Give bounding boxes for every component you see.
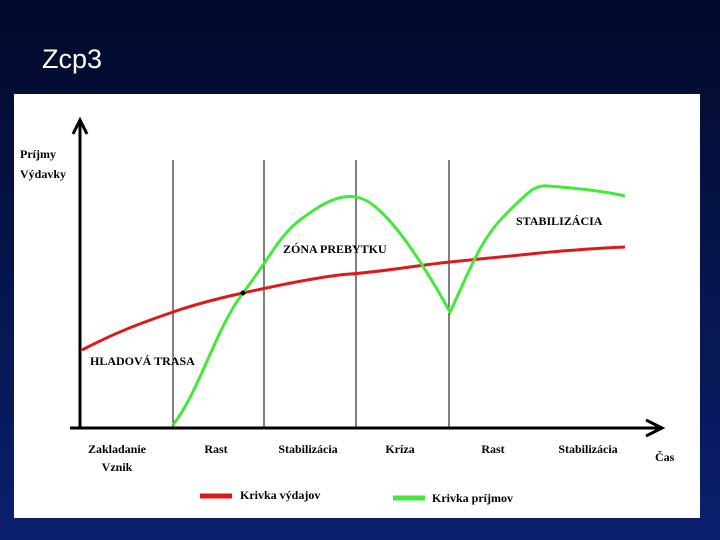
phase-label: Kríza	[385, 442, 414, 456]
phase-label: Stabilizácia	[278, 442, 337, 456]
axes	[70, 116, 666, 438]
y-axis-label: Výdavky	[20, 167, 66, 181]
phase-label: Vznik	[102, 460, 133, 474]
panel	[14, 94, 700, 518]
phase-label: Zakladanie	[88, 442, 147, 456]
phase-label: Rast	[481, 442, 504, 456]
phase-label: Rast	[204, 442, 227, 456]
legend-label: Krivka príjmov	[432, 491, 513, 505]
zone-label: HLADOVÁ TRASA	[90, 354, 195, 368]
zone-label: ZÓNA PREBYTKU	[283, 242, 387, 256]
intersection	[240, 290, 246, 296]
legend-label: Krivka výdajov	[240, 488, 320, 502]
phase-dividers	[172, 160, 450, 428]
expense-curve	[81, 245, 626, 352]
zone-label: STABILIZÁCIA	[516, 214, 603, 228]
slide-title: Zcp3	[42, 44, 103, 74]
phase-label: Stabilizácia	[558, 442, 617, 456]
x-axis-label: Čas	[655, 450, 675, 464]
y-axis-label: Príjmy	[20, 147, 56, 161]
